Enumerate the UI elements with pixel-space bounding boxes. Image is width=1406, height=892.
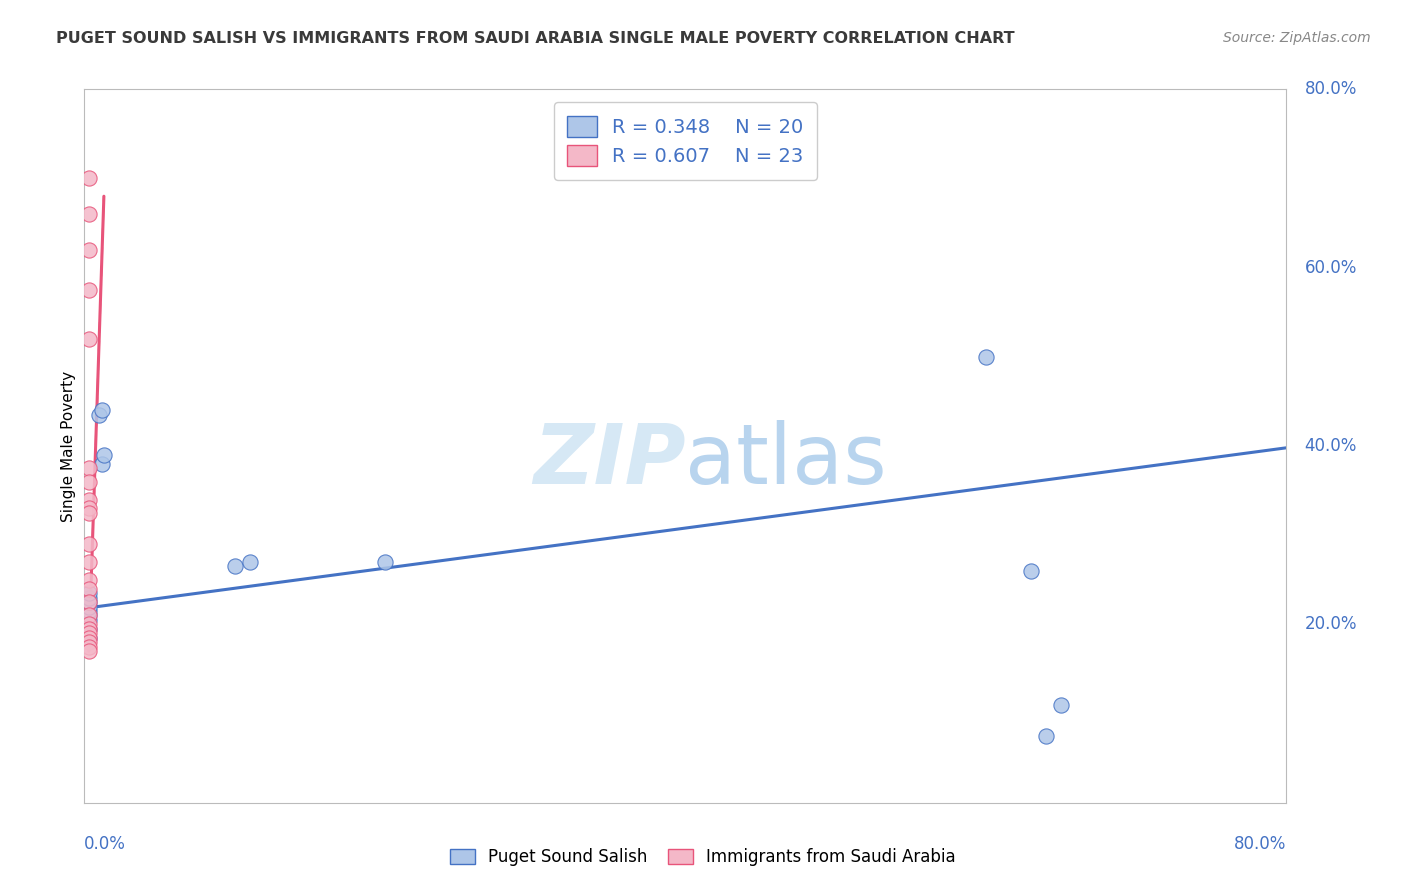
Point — [77, 591, 100, 605]
Text: 80.0%: 80.0% — [1305, 80, 1357, 98]
Point — [1035, 729, 1057, 743]
Text: PUGET SOUND SALISH VS IMMIGRANTS FROM SAUDI ARABIA SINGLE MALE POVERTY CORRELATI: PUGET SOUND SALISH VS IMMIGRANTS FROM SA… — [56, 31, 1015, 46]
Text: Source: ZipAtlas.com: Source: ZipAtlas.com — [1223, 31, 1371, 45]
Point — [77, 599, 100, 614]
Point — [1019, 564, 1042, 578]
Point — [77, 332, 100, 346]
Point — [77, 555, 100, 569]
Point — [77, 595, 100, 609]
Point — [77, 644, 100, 658]
Point — [77, 631, 100, 645]
Text: 40.0%: 40.0% — [1305, 437, 1357, 455]
Point — [77, 537, 100, 551]
Point — [77, 622, 100, 636]
Point — [374, 555, 396, 569]
Point — [77, 207, 100, 221]
Point — [77, 608, 100, 623]
Text: 80.0%: 80.0% — [1234, 835, 1286, 853]
Point — [1050, 698, 1073, 712]
Point — [77, 608, 100, 623]
Point — [77, 586, 100, 600]
Point — [77, 626, 100, 640]
Point — [77, 573, 100, 587]
Point — [224, 559, 246, 574]
Y-axis label: Single Male Poverty: Single Male Poverty — [60, 370, 76, 522]
Point — [77, 613, 100, 627]
Point — [77, 622, 100, 636]
Point — [93, 448, 115, 462]
Point — [77, 640, 100, 654]
Text: ZIP: ZIP — [533, 420, 686, 500]
Point — [974, 350, 997, 364]
Point — [91, 457, 114, 471]
Point — [77, 506, 100, 520]
Text: 20.0%: 20.0% — [1305, 615, 1357, 633]
Point — [239, 555, 262, 569]
Point — [77, 617, 100, 632]
Point — [77, 635, 100, 649]
Point — [77, 243, 100, 257]
Point — [91, 403, 114, 417]
Point — [77, 283, 100, 297]
Text: 60.0%: 60.0% — [1305, 259, 1357, 277]
Legend: R = 0.348    N = 20, R = 0.607    N = 23: R = 0.348 N = 20, R = 0.607 N = 23 — [554, 103, 817, 180]
Point — [77, 582, 100, 596]
Point — [89, 408, 111, 422]
Point — [77, 492, 100, 507]
Point — [77, 595, 100, 609]
Text: 0.0%: 0.0% — [84, 835, 127, 853]
Point — [77, 631, 100, 645]
Point — [77, 475, 100, 489]
Point — [77, 171, 100, 186]
Point — [77, 604, 100, 618]
Point — [77, 501, 100, 516]
Point — [77, 461, 100, 475]
Text: atlas: atlas — [686, 420, 887, 500]
Legend: Puget Sound Salish, Immigrants from Saudi Arabia: Puget Sound Salish, Immigrants from Saud… — [441, 840, 965, 875]
